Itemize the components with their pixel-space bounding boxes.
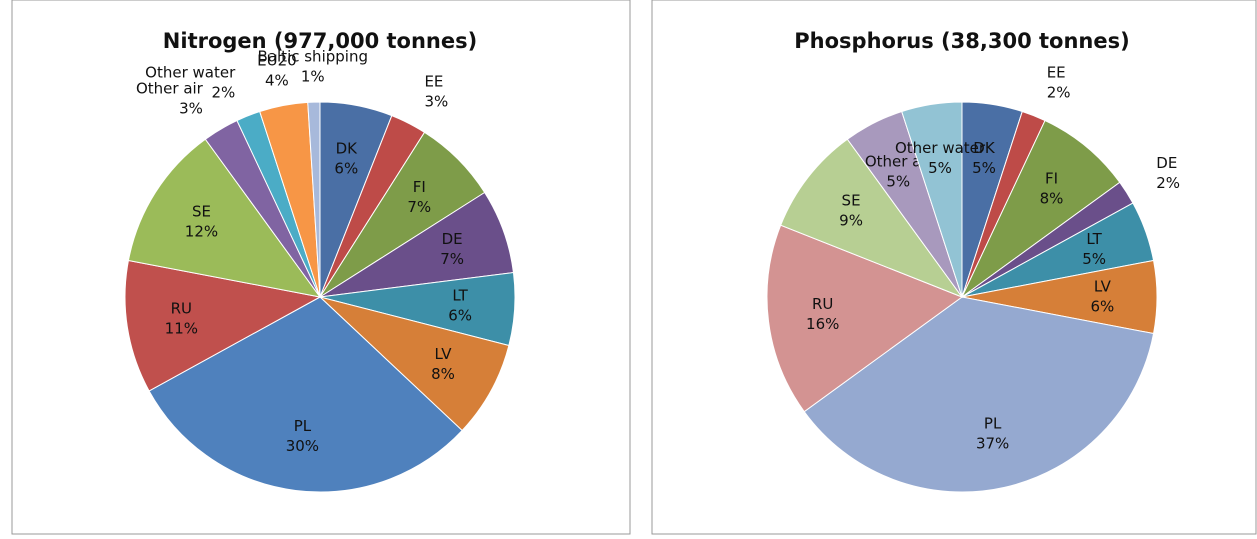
pie-slice bbox=[803, 296, 1155, 493]
slice-label: Baltic shipping bbox=[258, 48, 368, 66]
value-label: 8% bbox=[431, 365, 455, 383]
value-label: 9% bbox=[839, 211, 863, 229]
slice-label: LV bbox=[1094, 278, 1112, 296]
value-label: 7% bbox=[407, 198, 431, 216]
value-label: 2% bbox=[1047, 84, 1071, 102]
slice-label: PL bbox=[984, 415, 1002, 433]
value-label: 6% bbox=[448, 306, 472, 324]
slice-label: EU20 bbox=[257, 51, 297, 69]
value-label: 5% bbox=[928, 159, 952, 177]
value-label: 3% bbox=[424, 92, 448, 110]
panel-frame bbox=[651, 0, 1257, 535]
slice-label: RU bbox=[812, 295, 833, 313]
slice-label: SE bbox=[192, 202, 211, 220]
pie-slice bbox=[766, 224, 964, 413]
pie-slice bbox=[901, 101, 963, 298]
slice-label: PL bbox=[294, 417, 312, 435]
value-label: 3% bbox=[179, 99, 203, 117]
slice-label: Other air bbox=[136, 79, 204, 97]
slice-label: DK bbox=[973, 139, 996, 157]
value-label: 5% bbox=[972, 159, 996, 177]
value-label: 1% bbox=[301, 68, 325, 86]
slice-label: Other air bbox=[865, 152, 933, 170]
value-label: 5% bbox=[886, 172, 910, 190]
pie-slice bbox=[319, 296, 510, 432]
pie-slice bbox=[127, 138, 322, 298]
slice-label: LT bbox=[452, 286, 468, 304]
pie-slice bbox=[307, 101, 321, 298]
pie-slice bbox=[148, 296, 463, 493]
value-label: 5% bbox=[1082, 250, 1106, 268]
slice-label: EE bbox=[424, 72, 443, 90]
slice-label: Other water bbox=[145, 64, 236, 82]
value-label: 6% bbox=[334, 160, 358, 178]
slice-label: FI bbox=[413, 178, 426, 196]
pie-slice bbox=[780, 138, 964, 299]
slice-label: LV bbox=[435, 345, 453, 363]
value-label: 8% bbox=[1040, 189, 1064, 207]
value-label: 4% bbox=[265, 71, 289, 89]
slice-label: DK bbox=[336, 140, 359, 158]
value-label: 16% bbox=[806, 315, 839, 333]
chart-title: Nitrogen (977,000 tonnes) bbox=[163, 29, 477, 53]
slice-label: DE bbox=[442, 230, 463, 248]
slice-label: LT bbox=[1086, 230, 1102, 248]
slice-label: RU bbox=[171, 299, 192, 317]
value-label: 6% bbox=[1091, 298, 1115, 316]
value-label: 2% bbox=[1156, 174, 1180, 192]
chart-title: Phosphorus (38,300 tonnes) bbox=[794, 29, 1129, 53]
pie-slice bbox=[124, 259, 322, 392]
value-label: 11% bbox=[165, 319, 198, 337]
value-label: 30% bbox=[286, 437, 319, 455]
value-label: 2% bbox=[211, 84, 235, 102]
value-label: 12% bbox=[185, 222, 218, 240]
slice-label: FI bbox=[1045, 169, 1058, 187]
pie-slice bbox=[961, 119, 1121, 298]
value-label: 37% bbox=[976, 435, 1009, 453]
slice-label: Other water bbox=[895, 139, 986, 157]
slice-label: DE bbox=[1156, 154, 1177, 172]
panel-frame bbox=[11, 0, 631, 535]
slice-label: EE bbox=[1047, 64, 1066, 82]
slice-label: SE bbox=[842, 191, 861, 209]
value-label: 7% bbox=[440, 250, 464, 268]
